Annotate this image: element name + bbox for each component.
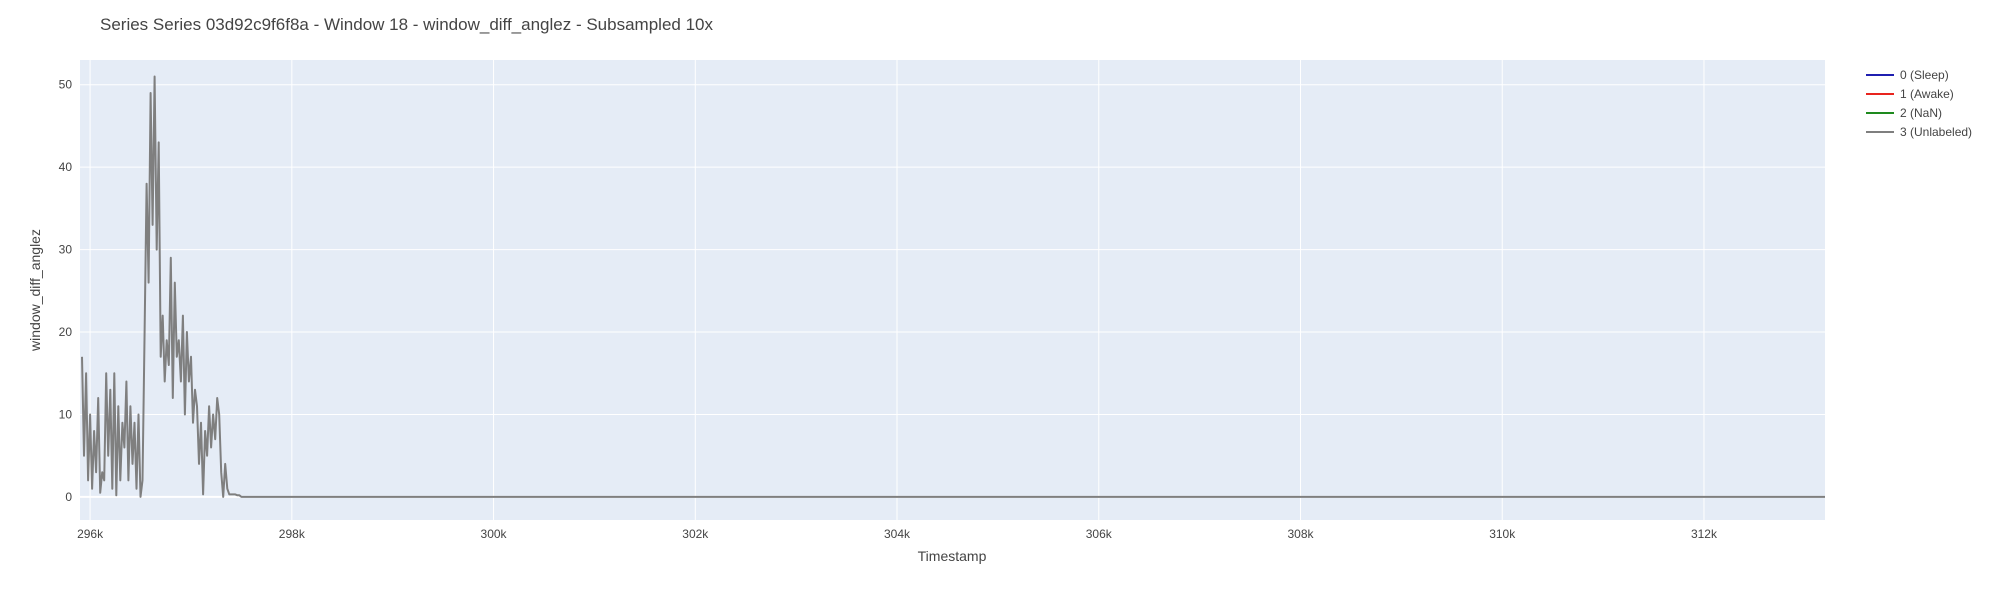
y-axis-title: window_diff_anglez	[27, 229, 43, 352]
legend-item[interactable]: 3 (Unlabeled)	[1866, 125, 1972, 139]
y-tick-label: 20	[59, 325, 73, 339]
x-tick-label: 298k	[279, 527, 306, 541]
x-tick-label: 310k	[1489, 527, 1516, 541]
x-tick-label: 296k	[77, 527, 104, 541]
y-tick-label: 0	[65, 490, 72, 504]
x-tick-label: 308k	[1287, 527, 1314, 541]
tick-labels: 296k 298k 300k 302k 304k 306k 308k 310k 312k 0 10 2…	[59, 78, 1718, 541]
legend[interactable]: 0 (Sleep) 1 (Awake) 2 (NaN) 3 (Unlabeled)	[1866, 68, 1972, 139]
y-tick-label: 50	[59, 78, 73, 92]
y-tick-label: 10	[59, 407, 73, 421]
legend-item[interactable]: 0 (Sleep)	[1866, 68, 1949, 82]
x-tick-label: 300k	[481, 527, 508, 541]
y-tick-label: 40	[59, 160, 73, 174]
x-tick-label: 302k	[682, 527, 709, 541]
legend-label: 0 (Sleep)	[1900, 68, 1949, 82]
x-tick-label: 304k	[884, 527, 911, 541]
x-tick-label: 306k	[1086, 527, 1113, 541]
chart-title: Series Series 03d92c9f6f8a - Window 18 -…	[100, 15, 713, 34]
legend-label: 3 (Unlabeled)	[1900, 125, 1972, 139]
series-layer	[81, 75, 1825, 498]
legend-label: 1 (Awake)	[1900, 87, 1954, 101]
y-tick-label: 30	[59, 243, 73, 257]
series-line-unlabeled	[81, 75, 1825, 498]
x-tick-label: 312k	[1691, 527, 1718, 541]
x-axis-title: Timestamp	[918, 548, 987, 564]
plot-area	[80, 60, 1825, 520]
legend-item[interactable]: 1 (Awake)	[1866, 87, 1954, 101]
legend-label: 2 (NaN)	[1900, 106, 1942, 120]
legend-item[interactable]: 2 (NaN)	[1866, 106, 1942, 120]
